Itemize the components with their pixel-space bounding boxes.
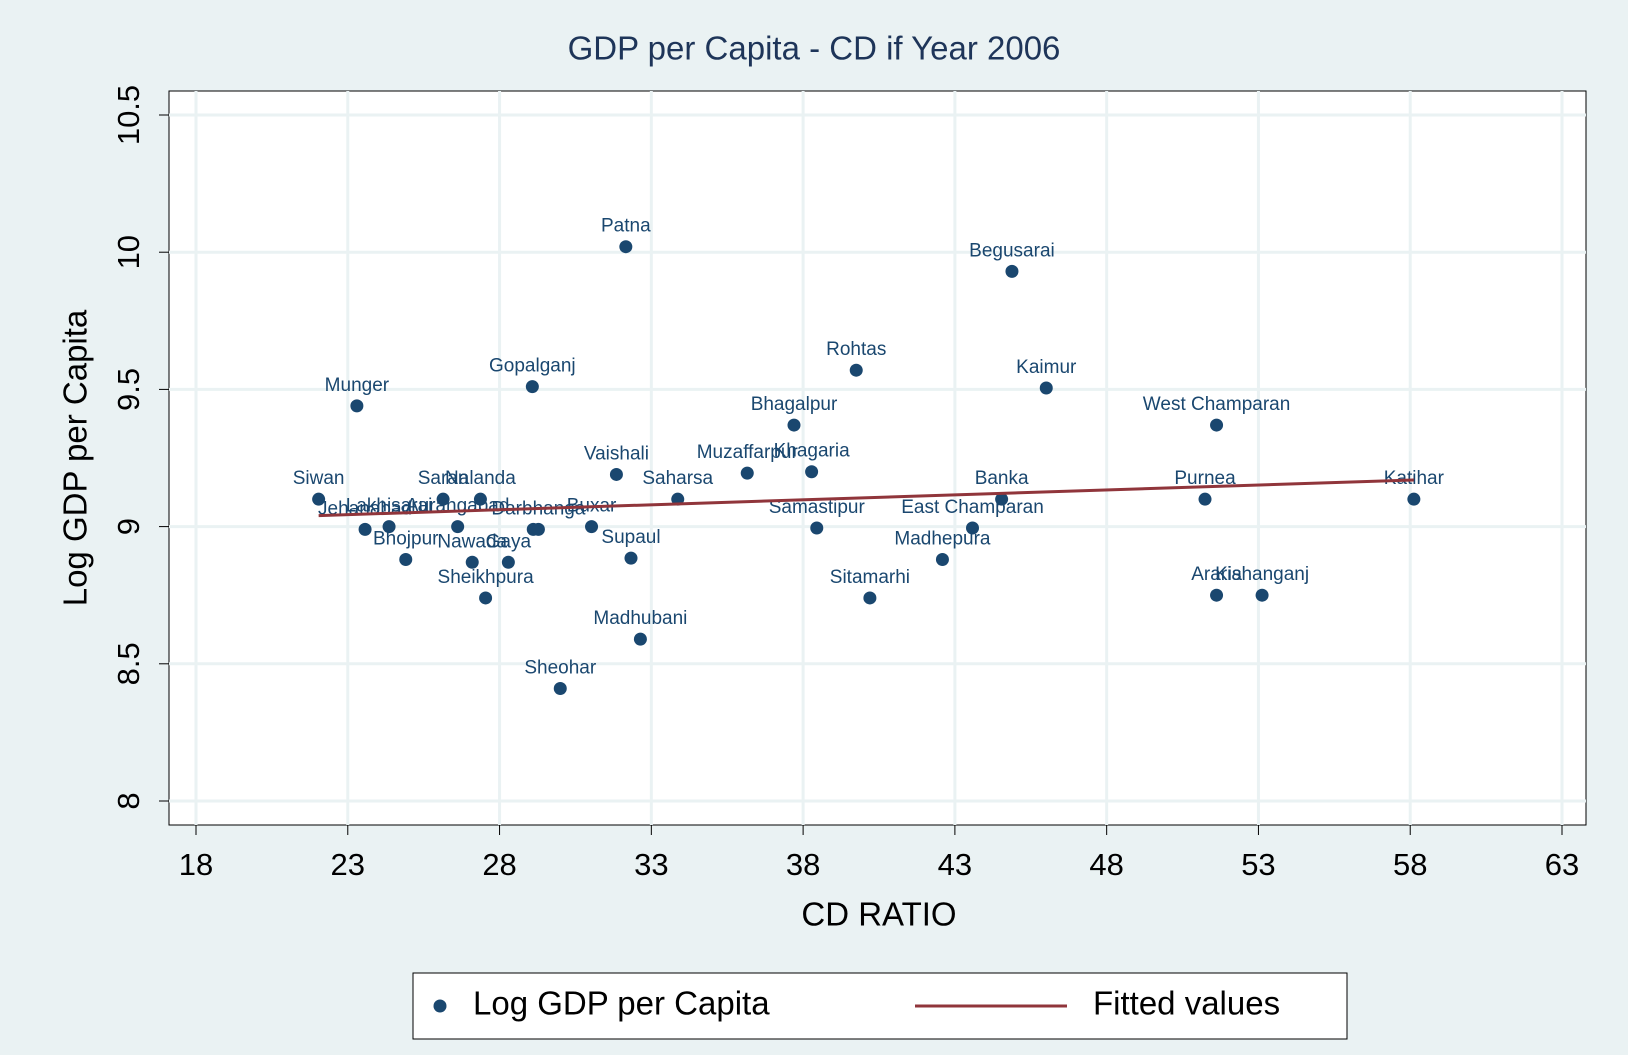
point-label: Gopalganj bbox=[489, 356, 576, 377]
y-tick-label: 8 bbox=[111, 792, 146, 809]
x-tick-label: 28 bbox=[482, 847, 516, 882]
point bbox=[609, 467, 623, 481]
point bbox=[312, 492, 326, 506]
point-label: Siwan bbox=[293, 468, 345, 489]
point-label: Khagaria bbox=[774, 441, 850, 462]
point bbox=[1005, 264, 1019, 278]
point-label: Purnea bbox=[1174, 468, 1236, 489]
point-label: Supaul bbox=[601, 527, 660, 548]
point bbox=[350, 399, 364, 413]
point-label: Sitamarhi bbox=[830, 567, 910, 588]
legend bbox=[412, 972, 1348, 1040]
point bbox=[805, 465, 819, 479]
point bbox=[863, 591, 877, 605]
point bbox=[787, 418, 801, 432]
point-label: Madhepura bbox=[894, 529, 991, 550]
x-tick-label: 18 bbox=[179, 847, 213, 882]
point bbox=[1407, 492, 1421, 506]
point-label: Sheikhpura bbox=[438, 567, 535, 588]
point-label: Madhubani bbox=[593, 608, 687, 629]
point-label: Bhojpur bbox=[373, 529, 439, 550]
point bbox=[531, 522, 545, 536]
point-label: Gaya bbox=[486, 531, 532, 552]
x-tick-label: 23 bbox=[331, 847, 365, 882]
y-tick-label: 10.5 bbox=[111, 85, 146, 145]
x-tick-label: 38 bbox=[786, 847, 820, 882]
point bbox=[1255, 588, 1269, 602]
x-tick-label: 63 bbox=[1545, 847, 1579, 882]
point-label: Nalanda bbox=[445, 468, 516, 489]
point bbox=[619, 240, 633, 254]
point bbox=[436, 492, 450, 506]
x-tick-label: 48 bbox=[1089, 847, 1123, 882]
point bbox=[553, 681, 567, 695]
y-tick-label: 9.5 bbox=[111, 368, 146, 411]
y-tick-label: 9 bbox=[111, 518, 146, 535]
point bbox=[810, 521, 824, 535]
point-label: Nawada bbox=[437, 531, 507, 552]
point bbox=[965, 521, 979, 535]
point bbox=[1198, 492, 1212, 506]
plot-area bbox=[168, 90, 1587, 826]
point bbox=[935, 553, 949, 567]
point-label: Patna bbox=[601, 216, 651, 237]
x-axis-title: CD RATIO bbox=[801, 896, 956, 933]
point bbox=[501, 555, 515, 569]
point bbox=[1039, 381, 1053, 395]
point bbox=[399, 553, 413, 567]
point bbox=[451, 520, 465, 534]
point-label: Vaishali bbox=[584, 443, 649, 464]
point-label: Saharsa bbox=[642, 468, 713, 489]
point-label: Rohtas bbox=[826, 339, 886, 360]
point bbox=[1210, 418, 1224, 432]
point bbox=[525, 380, 539, 394]
point bbox=[995, 492, 1009, 506]
point bbox=[479, 591, 493, 605]
point-label: Saran bbox=[418, 468, 469, 489]
fit-line bbox=[318, 478, 1414, 518]
x-tick-label: 33 bbox=[634, 847, 668, 882]
y-axis-title: Log GDP per Capita bbox=[57, 309, 94, 606]
point bbox=[740, 466, 754, 480]
legend-marker bbox=[433, 999, 447, 1013]
legend-label: Fitted values bbox=[1093, 985, 1280, 1022]
point bbox=[358, 522, 372, 536]
x-tick-label: 43 bbox=[938, 847, 972, 882]
point-label: Begusarai bbox=[969, 240, 1055, 261]
point-label: Sheohar bbox=[524, 658, 597, 679]
point bbox=[585, 520, 599, 534]
point bbox=[465, 555, 479, 569]
point-label: Munger bbox=[325, 375, 390, 396]
point bbox=[473, 492, 487, 506]
point-label: Bhagalpur bbox=[751, 394, 838, 415]
point-label: Banka bbox=[975, 468, 1029, 489]
point-label: Kaimur bbox=[1016, 357, 1077, 378]
chart-title: GDP per Capita - CD if Year 2006 bbox=[568, 30, 1061, 67]
y-tick-label: 10 bbox=[111, 235, 146, 269]
x-tick-label: 58 bbox=[1393, 847, 1427, 882]
point-label: Katihar bbox=[1384, 468, 1445, 489]
point-label: Araria bbox=[1191, 564, 1242, 585]
y-tick-label: 8.5 bbox=[111, 642, 146, 685]
x-tick-label: 53 bbox=[1241, 847, 1275, 882]
point-label: East Champaran bbox=[901, 497, 1044, 518]
point bbox=[849, 363, 863, 377]
point bbox=[382, 520, 396, 534]
point bbox=[633, 632, 647, 646]
point-label: Kishanganj bbox=[1215, 564, 1309, 585]
point-label: Muzaffarpur bbox=[697, 442, 799, 463]
point bbox=[624, 551, 638, 565]
legend-label: Log GDP per Capita bbox=[473, 985, 770, 1022]
point-label: Samastipur bbox=[769, 497, 866, 518]
point-label: West Champaran bbox=[1143, 394, 1291, 415]
point bbox=[1210, 588, 1224, 602]
